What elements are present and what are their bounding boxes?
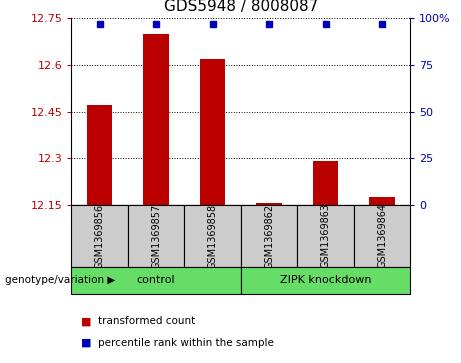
Bar (354, 205, 410, 267)
Bar (71, 205, 128, 267)
Bar (256, 203, 282, 205)
Text: GSM1369862: GSM1369862 (264, 203, 274, 269)
Text: genotype/variation ▶: genotype/variation ▶ (5, 276, 115, 285)
Bar (184, 205, 241, 267)
Text: ■: ■ (81, 316, 91, 326)
Text: ZIPK knockdown: ZIPK knockdown (280, 276, 371, 285)
Text: percentile rank within the sample: percentile rank within the sample (98, 338, 274, 348)
Text: GSM1369863: GSM1369863 (320, 203, 331, 269)
Text: GSM1369857: GSM1369857 (151, 203, 161, 269)
Title: GDS5948 / 8008087: GDS5948 / 8008087 (164, 0, 318, 14)
Text: GSM1369858: GSM1369858 (207, 203, 218, 269)
Text: GSM1369856: GSM1369856 (95, 203, 105, 269)
Text: GSM1369864: GSM1369864 (377, 203, 387, 269)
Text: control: control (137, 276, 176, 285)
Bar (297, 205, 354, 267)
Bar (369, 197, 395, 205)
Text: ■: ■ (81, 338, 91, 348)
Bar (71, 267, 241, 294)
Bar (241, 267, 410, 294)
Bar (313, 162, 338, 205)
Bar (200, 59, 225, 205)
Bar (128, 205, 184, 267)
Bar (87, 105, 112, 205)
Bar (143, 34, 169, 205)
Text: transformed count: transformed count (98, 316, 195, 326)
Bar (241, 205, 297, 267)
